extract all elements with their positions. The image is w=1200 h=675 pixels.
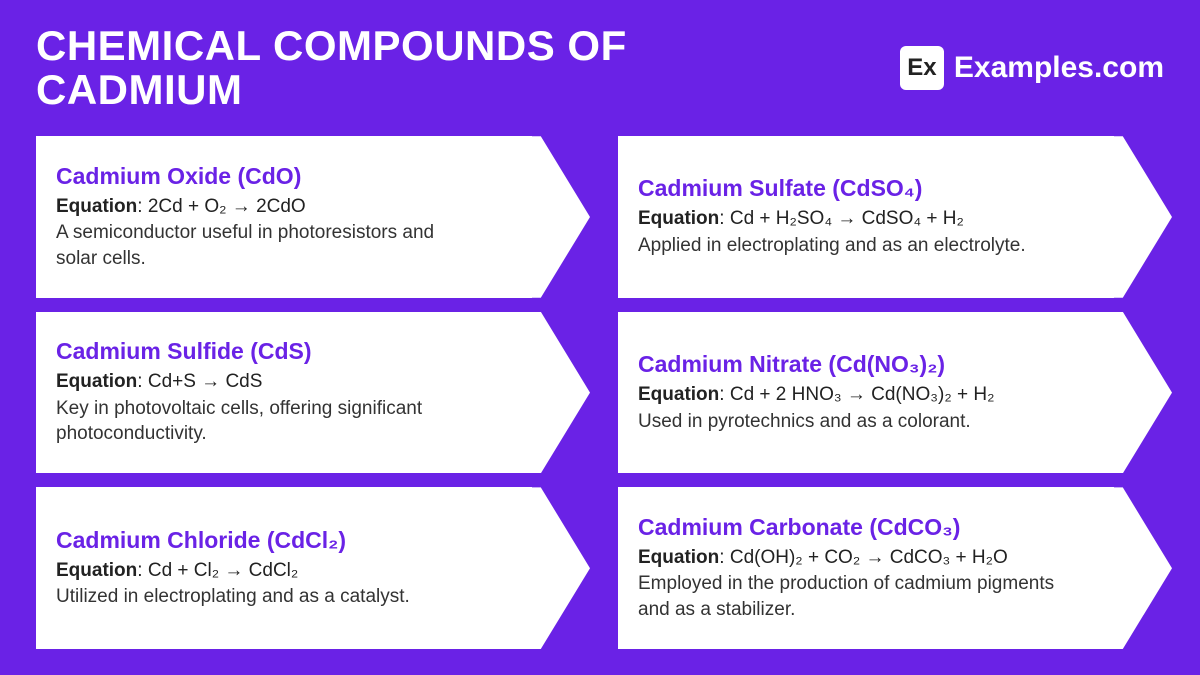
compound-description: Used in pyrotechnics and as a colorant. bbox=[638, 409, 1056, 435]
compound-card: Cadmium Sulfate (CdSO₄) Equation: Cd + H… bbox=[618, 136, 1164, 298]
compound-card: Cadmium Carbonate (CdCO₃) Equation: Cd(O… bbox=[618, 487, 1164, 649]
compound-name: Cadmium Nitrate (Cd(NO₃)₂) bbox=[638, 351, 1092, 378]
arrow-icon bbox=[508, 312, 590, 474]
compound-equation: Equation: Cd + Cl₂ → CdCl₂ bbox=[56, 558, 510, 585]
compound-name: Cadmium Sulfate (CdSO₄) bbox=[638, 175, 1092, 202]
logo-mark: Ex bbox=[900, 46, 944, 90]
page-title: CHEMICAL COMPOUNDS OF CADMIUM bbox=[36, 24, 736, 112]
arrow-icon bbox=[1090, 312, 1172, 474]
compound-card: Cadmium Nitrate (Cd(NO₃)₂) Equation: Cd … bbox=[618, 312, 1164, 474]
arrow-icon bbox=[508, 136, 590, 298]
compound-equation: Equation: 2Cd + O₂ → 2CdO bbox=[56, 194, 510, 221]
arrow-icon bbox=[1090, 487, 1172, 649]
compound-equation: Equation: Cd + 2 HNO₃ → Cd(NO₃)₂ + H₂ bbox=[638, 382, 1092, 409]
compound-card: Cadmium Oxide (CdO) Equation: 2Cd + O₂ →… bbox=[36, 136, 582, 298]
compound-grid: Cadmium Oxide (CdO) Equation: 2Cd + O₂ →… bbox=[0, 130, 1200, 675]
compound-card: Cadmium Chloride (CdCl₂) Equation: Cd + … bbox=[36, 487, 582, 649]
compound-name: Cadmium Oxide (CdO) bbox=[56, 163, 510, 190]
compound-description: Employed in the production of cadmium pi… bbox=[638, 571, 1056, 622]
compound-name: Cadmium Sulfide (CdS) bbox=[56, 338, 510, 365]
brand-logo: Ex Examples.com bbox=[900, 46, 1164, 90]
compound-equation: Equation: Cd + H₂SO₄ → CdSO₄ + H₂ bbox=[638, 206, 1092, 233]
compound-equation: Equation: Cd(OH)₂ + CO₂ → CdCO₃ + H₂O bbox=[638, 545, 1092, 572]
compound-description: Utilized in electroplating and as a cata… bbox=[56, 584, 474, 610]
compound-description: Key in photovoltaic cells, offering sign… bbox=[56, 396, 474, 447]
arrow-icon bbox=[508, 487, 590, 649]
compound-name: Cadmium Chloride (CdCl₂) bbox=[56, 527, 510, 554]
compound-description: Applied in electroplating and as an elec… bbox=[638, 233, 1056, 259]
compound-card: Cadmium Sulfide (CdS) Equation: Cd+S → C… bbox=[36, 312, 582, 474]
header: CHEMICAL COMPOUNDS OF CADMIUM Ex Example… bbox=[0, 0, 1200, 130]
logo-label: Examples.com bbox=[954, 51, 1164, 85]
compound-description: A semiconductor useful in photoresistors… bbox=[56, 220, 474, 271]
compound-name: Cadmium Carbonate (CdCO₃) bbox=[638, 514, 1092, 541]
compound-equation: Equation: Cd+S → CdS bbox=[56, 369, 510, 396]
arrow-icon bbox=[1090, 136, 1172, 298]
